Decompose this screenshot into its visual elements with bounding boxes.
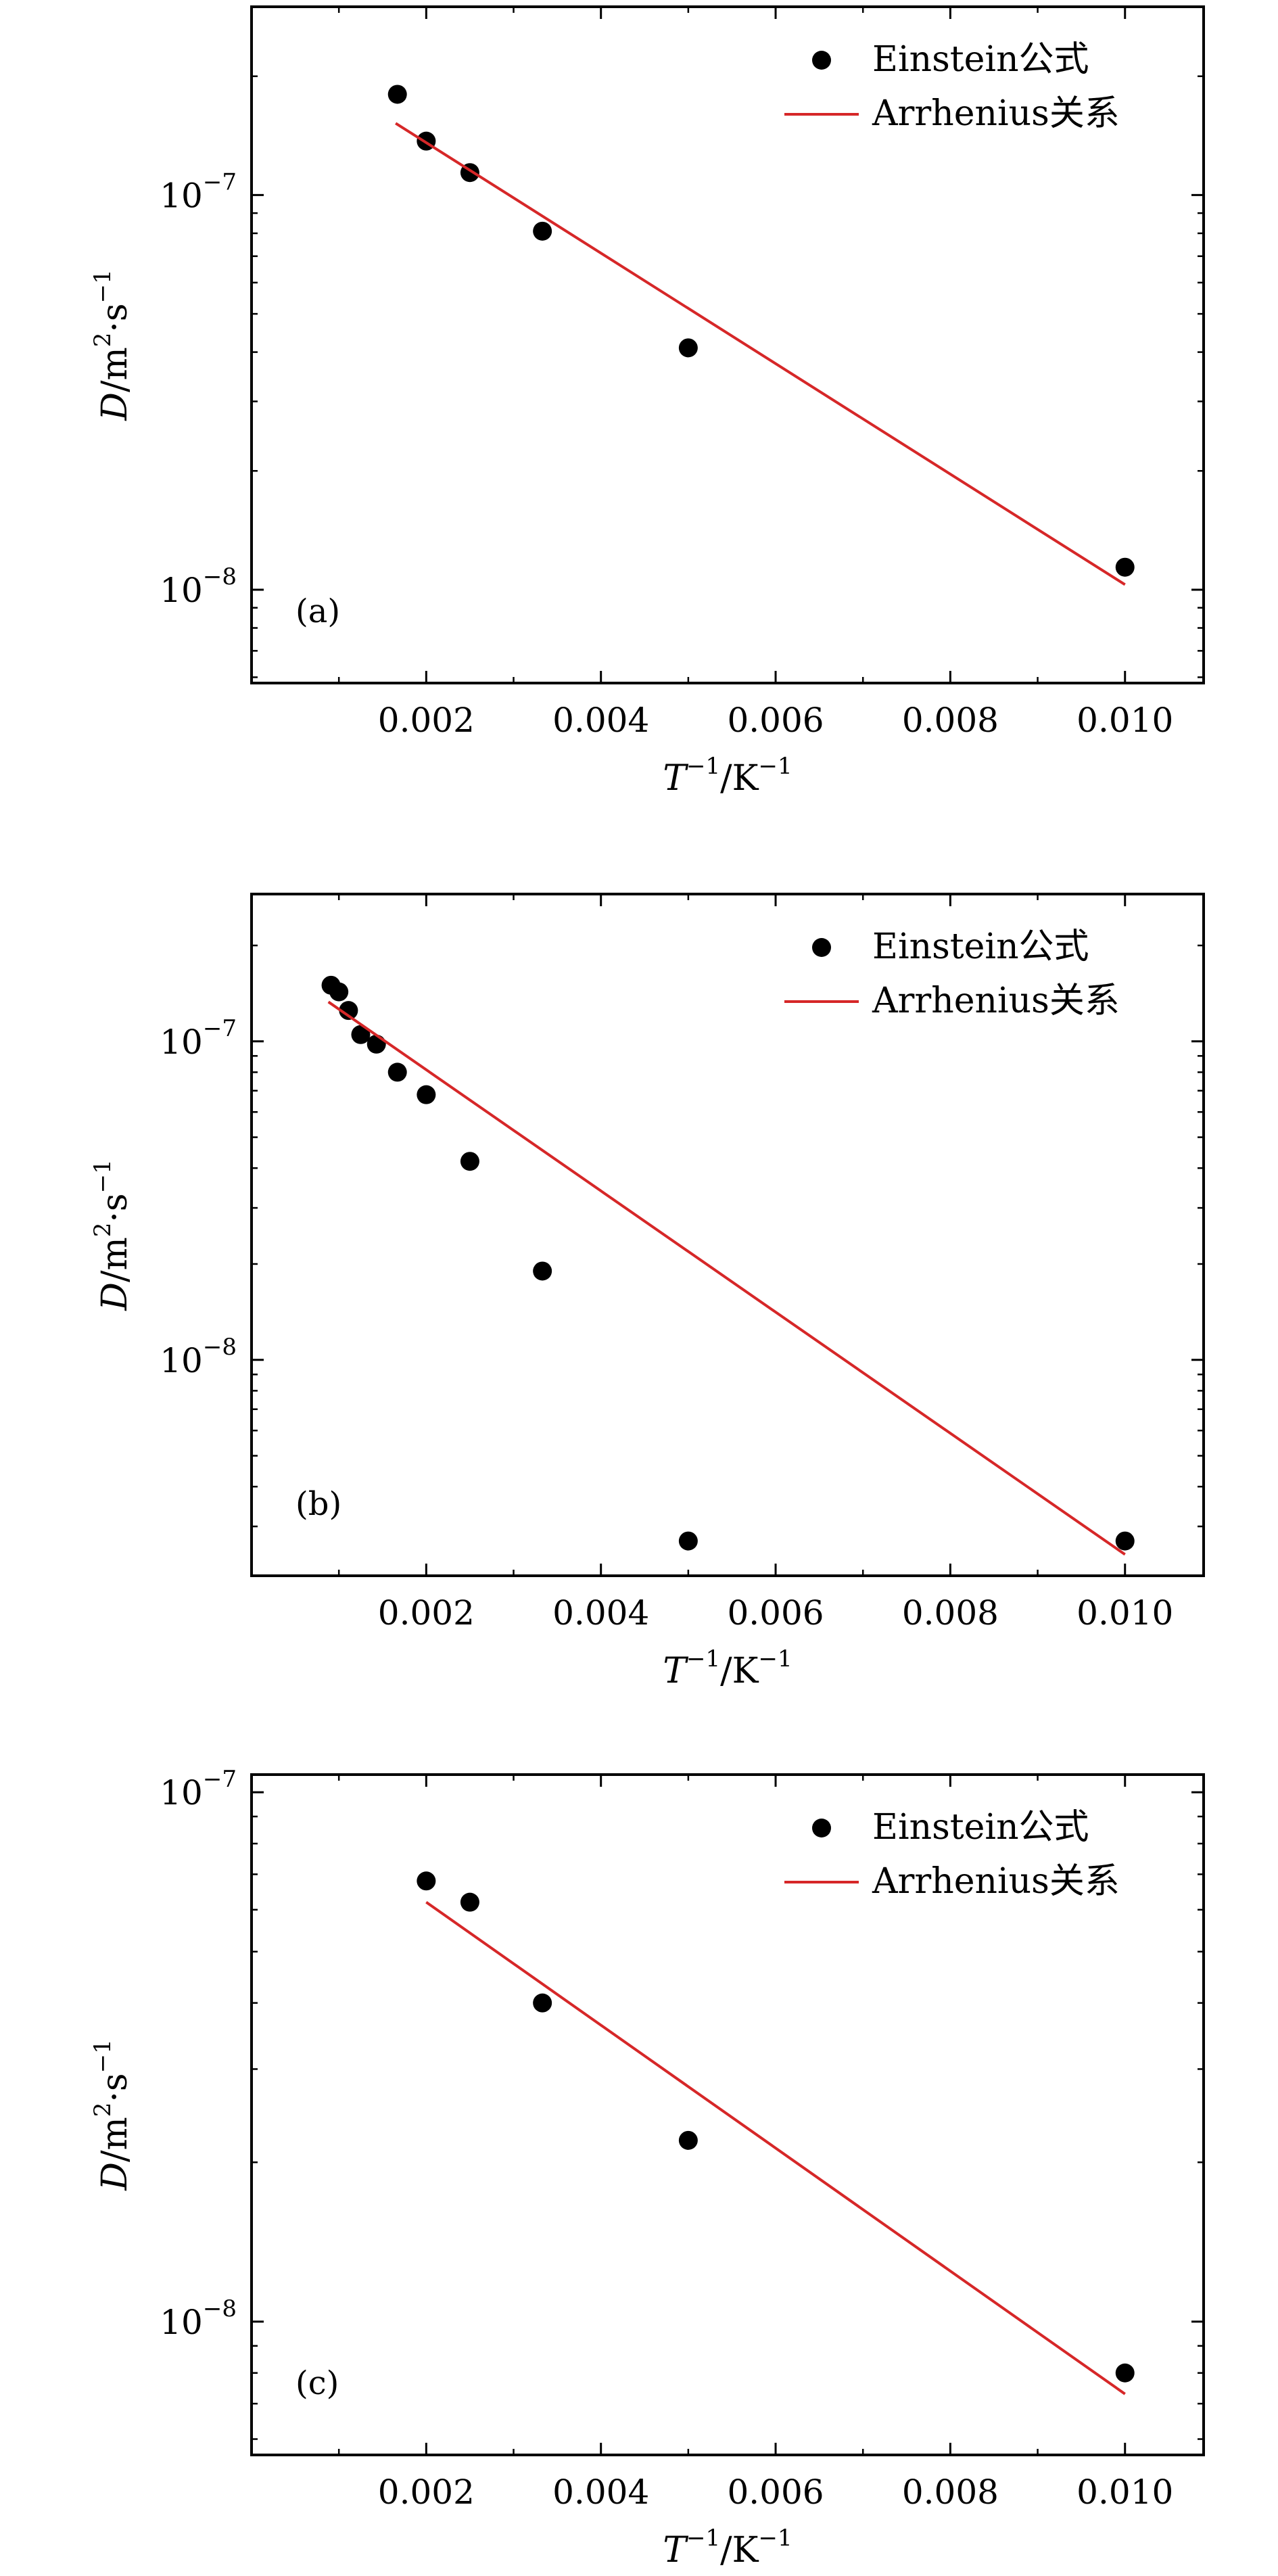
legend-entry: Einstein公式 <box>872 927 1089 967</box>
legend-entry: Einstein公式 <box>872 1807 1089 1848</box>
data-point <box>366 1034 386 1054</box>
data-point <box>417 1085 436 1104</box>
data-point <box>533 1261 552 1281</box>
legend-entry: Arrhenius关系 <box>872 1861 1120 1902</box>
y-tick-label: 10−7 <box>160 168 237 215</box>
x-axis-label: T−1/K−1 <box>663 753 792 799</box>
x-tick-label: 0.004 <box>552 701 649 740</box>
y-tick-label: 10−8 <box>160 563 237 610</box>
x-axis-label: T−1/K−1 <box>663 1645 792 1691</box>
data-point <box>339 1001 358 1021</box>
fit-line <box>327 1000 1126 1556</box>
panel-label: (c) <box>295 2364 339 2402</box>
x-tick-label: 0.010 <box>1076 1593 1173 1633</box>
x-axis-label: T−1/K−1 <box>663 2525 792 2571</box>
legend-entry: Einstein公式 <box>872 39 1089 80</box>
data-point <box>678 1531 698 1551</box>
y-tick-label: 10−7 <box>160 1015 237 1062</box>
x-tick-label: 0.002 <box>378 2473 475 2512</box>
y-axis-label: D/m2·s−1 <box>89 269 135 421</box>
data-point <box>533 221 552 241</box>
data-point <box>678 2130 698 2150</box>
x-tick-label: 0.008 <box>902 1593 999 1633</box>
data-point <box>1115 1531 1135 1551</box>
plot-frame <box>250 1773 1205 2456</box>
legend-entry: Arrhenius关系 <box>872 93 1120 134</box>
chart-panel-2: 0.002 0.004 0.006 0.008 0.010 10−8 10−7 T−1/K−1… <box>89 893 1205 1691</box>
y-axis-label: D/m2·s−1 <box>89 2039 135 2191</box>
data-point <box>460 1892 479 1912</box>
plot-frame <box>250 5 1205 684</box>
fit-line <box>395 122 1126 586</box>
x-tick-label: 0.004 <box>552 1593 649 1633</box>
data-point <box>351 1025 371 1044</box>
x-tick-label: 0.004 <box>552 2473 649 2512</box>
chart-panel-3: 0.002 0.004 0.006 0.008 0.010 10−8 10−7 T−1/K−1… <box>89 1766 1205 2571</box>
x-tick-label: 0.010 <box>1076 701 1173 740</box>
data-point <box>417 1871 436 1891</box>
panel-label: (a) <box>295 592 340 630</box>
data-point <box>387 85 407 104</box>
x-tick-label: 0.006 <box>727 701 824 740</box>
data-point <box>329 982 349 1002</box>
data-point <box>460 1152 479 1171</box>
x-tick-label: 0.008 <box>902 701 999 740</box>
data-point <box>1115 2363 1135 2383</box>
legend-marker-swatch <box>812 1819 831 1837</box>
y-axis-label: D/m2·s−1 <box>89 1159 135 1311</box>
x-tick-label: 0.010 <box>1076 2473 1173 2512</box>
y-tick-label: 10−8 <box>160 2295 237 2342</box>
legend-marker-swatch <box>812 938 831 957</box>
x-tick-label: 0.002 <box>378 701 475 740</box>
y-tick-label: 10−8 <box>160 1334 237 1380</box>
plot-frame <box>250 893 1205 1577</box>
fit-line <box>425 1901 1126 2395</box>
data-point <box>387 1062 407 1082</box>
x-tick-label: 0.002 <box>378 1593 475 1633</box>
legend-marker-swatch <box>812 51 831 70</box>
data-point <box>678 338 698 358</box>
y-tick-label: 10−7 <box>160 1766 237 1812</box>
legend-entry: Arrhenius关系 <box>872 981 1120 1021</box>
data-point <box>1115 557 1135 577</box>
x-tick-label: 0.006 <box>727 1593 824 1633</box>
panel-label: (b) <box>295 1485 341 1523</box>
x-tick-label: 0.008 <box>902 2473 999 2512</box>
chart-panel-1: 0.002 0.004 0.006 0.008 0.010 10−8 10−7 T−1/K−1… <box>89 5 1205 799</box>
x-tick-label: 0.006 <box>727 2473 824 2512</box>
data-point <box>533 1993 552 2013</box>
